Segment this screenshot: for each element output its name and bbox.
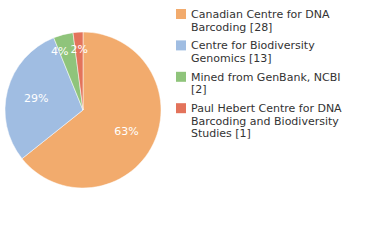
legend-label: Paul Hebert Centre for DNABarcoding and … [191, 102, 342, 140]
legend-label: Canadian Centre for DNABarcoding [28] [191, 8, 330, 34]
legend: Canadian Centre for DNABarcoding [28] Cen… [176, 8, 342, 141]
data-label: 63% [114, 125, 138, 138]
data-label: 4% [51, 45, 68, 58]
legend-label-line: Centre for Biodiversity [191, 39, 315, 52]
pie [5, 32, 161, 188]
legend-label: Mined from GenBank, NCBI[2] [191, 71, 340, 97]
legend-label-line: Canadian Centre for DNA [191, 8, 330, 21]
legend-label-line: Paul Hebert Centre for DNA [191, 102, 342, 115]
data-labels: 63% 29% 4%2% [24, 43, 139, 138]
legend-label-line: Mined from GenBank, NCBI [191, 71, 340, 84]
legend-swatch [176, 103, 186, 113]
chart: 63%29%4%2%Canadian Centre for DNABarcodi… [0, 0, 380, 240]
legend-swatch [176, 72, 186, 82]
legend-label-line: Barcoding [28] [191, 21, 272, 34]
data-label: 29% [24, 92, 48, 105]
legend-swatch [176, 40, 186, 50]
legend-label-line: [2] [191, 83, 207, 96]
legend-label-line: Genomics [13] [191, 52, 272, 65]
data-label: 2% [70, 43, 87, 56]
legend-label-line: Barcoding and Biodiversity [191, 115, 339, 128]
legend-label: Centre for BiodiversityGenomics [13] [191, 39, 315, 65]
legend-swatch [176, 9, 186, 19]
legend-label-line: Studies [1] [191, 127, 251, 140]
